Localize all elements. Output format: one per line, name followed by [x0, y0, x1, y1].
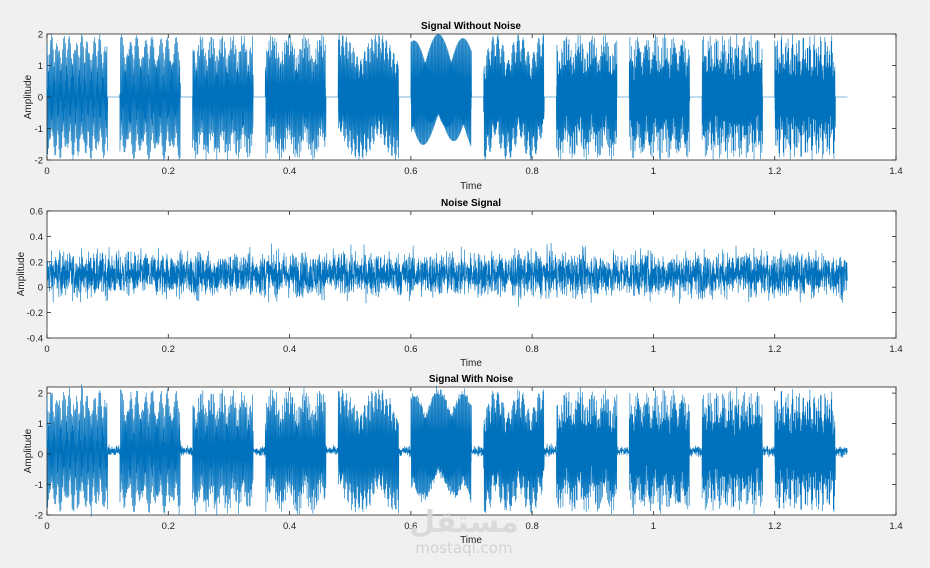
- panel-signal-without-noise: Signal Without Noise Time Amplitude 0 0.2…: [23, 21, 903, 192]
- x-axis-label: Time: [460, 535, 482, 546]
- x-tick-label: 0.2: [162, 344, 175, 355]
- panel-noise-signal: Noise Signal Time Amplitude 0 0.2 0.4 0.6 0.…: [16, 198, 903, 369]
- y-axis-label: Amplitude: [16, 251, 27, 296]
- x-tick-label: 0.8: [526, 344, 539, 355]
- x-tick-label: 0.8: [526, 166, 539, 177]
- y-tick-label: 0.6: [30, 207, 43, 218]
- y-tick-label: -1: [35, 480, 43, 491]
- watermark-latin: mostaql.com: [415, 539, 512, 557]
- y-tick-label: 2: [38, 30, 43, 41]
- x-axis-label: Time: [460, 181, 482, 192]
- x-tick-label: 0.8: [526, 521, 539, 532]
- x-tick-label: 1: [651, 166, 656, 177]
- x-tick-label: 1.4: [889, 521, 902, 532]
- x-tick-label: 0.4: [283, 344, 296, 355]
- x-tick-label: 0.2: [162, 166, 175, 177]
- watermark: مستقل mostaql.com: [409, 505, 519, 557]
- ticks: 0 0.2 0.4 0.6 0.8 1 1.2 1.4 2 1 0 -1 -2: [35, 30, 903, 178]
- x-tick-label: 1.2: [768, 344, 781, 355]
- chart-title: Signal With Noise: [429, 374, 514, 385]
- x-tick-label: 0: [44, 344, 49, 355]
- x-tick-label: 1.2: [768, 521, 781, 532]
- x-tick-label: 0: [44, 521, 49, 532]
- x-tick-label: 0.4: [283, 166, 296, 177]
- y-tick-label: 1: [38, 61, 43, 72]
- y-tick-label: 1: [38, 419, 43, 430]
- y-tick-label: 0.2: [30, 257, 43, 268]
- plot-area: [46, 384, 848, 517]
- x-tick-label: 0.6: [404, 166, 417, 177]
- y-tick-label: -2: [35, 156, 43, 167]
- x-tick-label: 1.4: [889, 344, 902, 355]
- chart-title: Signal Without Noise: [421, 21, 521, 32]
- x-tick-label: 0.2: [162, 521, 175, 532]
- plot-area: [46, 34, 848, 160]
- y-tick-label: 0.4: [30, 232, 43, 243]
- y-axis-label: Amplitude: [23, 74, 34, 119]
- x-tick-label: 0: [44, 166, 49, 177]
- y-tick-label: -1: [35, 124, 43, 135]
- x-tick-label: 1: [651, 344, 656, 355]
- y-tick-label: -0.2: [27, 308, 43, 319]
- panel-signal-with-noise: Signal With Noise Time Amplitude 0 0.2 0.4…: [23, 374, 903, 546]
- y-tick-label: 2: [38, 389, 43, 400]
- ticks: 0 0.2 0.4 0.6 0.8 1 1.2 1.4 2 1 0 -1 -2: [35, 387, 903, 532]
- y-tick-label: 0: [38, 283, 43, 294]
- series-line: [46, 34, 848, 160]
- ticks: 0 0.2 0.4 0.6 0.8 1 1.2 1.4 0.6 0.4 0.2 0 -0.2 -0.4: [27, 207, 903, 356]
- y-tick-label: -0.4: [27, 334, 43, 345]
- series-line: [46, 384, 848, 517]
- x-tick-label: 1.4: [889, 166, 902, 177]
- watermark-arabic: مستقل: [409, 505, 519, 540]
- series-line: [46, 242, 848, 307]
- y-axis-label: Amplitude: [23, 428, 34, 473]
- y-tick-label: -2: [35, 511, 43, 522]
- x-tick-label: 1.2: [768, 166, 781, 177]
- y-tick-label: 0: [38, 93, 43, 104]
- x-tick-label: 1: [651, 521, 656, 532]
- y-tick-label: 0: [38, 450, 43, 461]
- plot-area: [46, 242, 848, 307]
- x-axis-label: Time: [460, 358, 482, 369]
- chart-title: Noise Signal: [441, 198, 501, 209]
- x-tick-label: 0.6: [404, 344, 417, 355]
- x-tick-label: 0.4: [283, 521, 296, 532]
- x-tick-label: 0.6: [404, 521, 417, 532]
